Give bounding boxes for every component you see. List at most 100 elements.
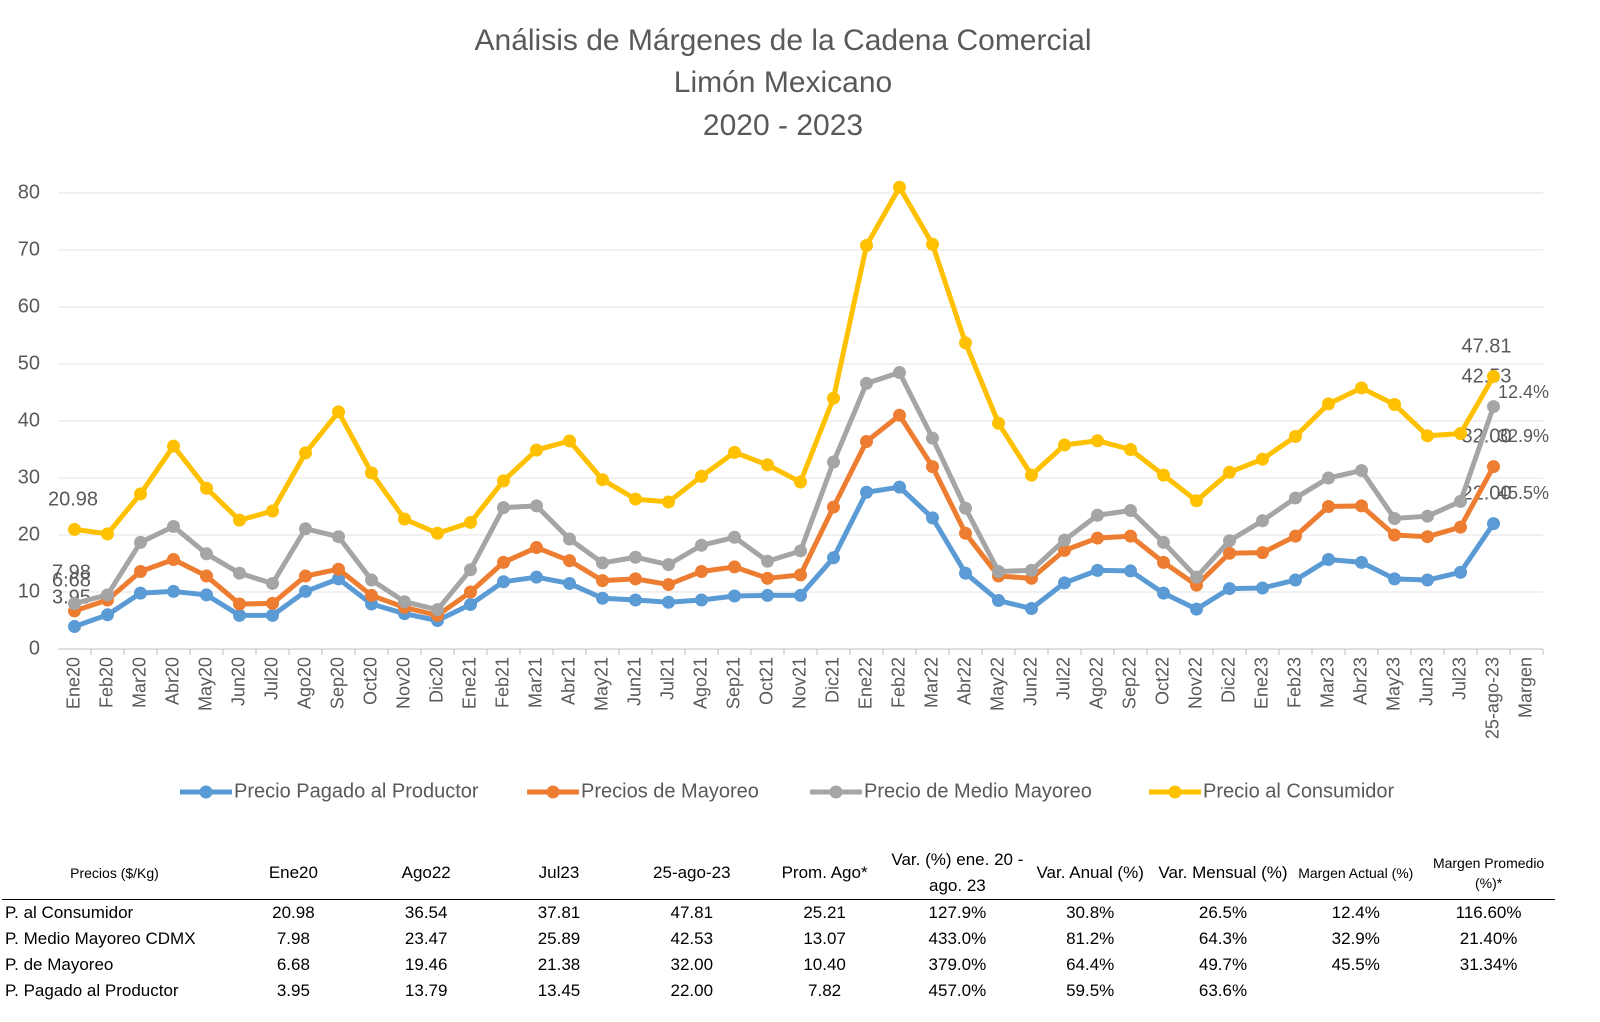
table-cell: P. al Consumidor: [5, 903, 134, 922]
data-point: [596, 556, 609, 570]
data-point: [761, 458, 774, 472]
data-point: [827, 391, 840, 405]
table-header: Var. Mensual (%): [1156, 847, 1290, 900]
data-point: [1157, 468, 1170, 482]
data-point: [530, 499, 543, 513]
x-tick-label: Jul22: [1053, 657, 1073, 700]
data-point: [233, 608, 246, 622]
data-point: [1388, 511, 1401, 525]
x-tick-label: Feb23: [1284, 657, 1304, 708]
x-tick-label: Oct20: [360, 657, 380, 705]
data-label: 7.98: [52, 561, 91, 583]
table-cell: 30.8%: [1066, 903, 1115, 922]
data-point: [1190, 494, 1203, 508]
data-point: [200, 569, 213, 583]
data-point: [1388, 397, 1401, 411]
data-point: [68, 522, 81, 536]
chart-title: Limón Mexicano: [674, 66, 892, 99]
data-point: [1322, 500, 1335, 513]
x-tick-label: Abr21: [558, 657, 578, 705]
data-point: [497, 575, 510, 589]
data-point: [794, 475, 807, 489]
table-header: Ago22: [359, 847, 493, 900]
data-point: [68, 619, 81, 633]
data-point: [860, 485, 873, 499]
data-point: [1058, 533, 1071, 547]
data-point: [992, 416, 1005, 430]
data-point: [1124, 503, 1137, 517]
data-point: [860, 435, 873, 449]
x-tick-label: Ene21: [459, 657, 479, 709]
data-point: [563, 576, 576, 590]
data-point: [233, 597, 246, 611]
data-point: [794, 568, 807, 582]
data-point: [563, 434, 576, 448]
x-tick-label: May21: [591, 657, 611, 711]
data-point: [497, 555, 510, 569]
table-cell: 59.5%: [1066, 981, 1115, 1000]
table-row: P. Medio Mayoreo CDMX 7.98 23.47 25.89 42.53…: [2, 926, 1555, 952]
table-cell: 49.7%: [1198, 955, 1248, 974]
data-point: [299, 584, 312, 598]
table-cell: 32.00: [670, 955, 714, 974]
data-point: [893, 366, 906, 380]
x-tick-label: Jul23: [1449, 657, 1469, 700]
table-cell: 12.4%: [1331, 903, 1380, 922]
data-point: [1355, 499, 1368, 513]
table-cell: 23.47: [404, 929, 448, 948]
data-point: [332, 572, 345, 586]
chart: Análisis de Márgenes de la Cadena Comerc…: [18, 24, 1549, 802]
table-cell: 64.3%: [1198, 929, 1248, 948]
table-cell: 21.38: [537, 955, 581, 974]
data-point: [893, 408, 906, 422]
table-cell: 3.95: [276, 981, 310, 1000]
margin-label: 45.5%: [1498, 483, 1549, 503]
data-point: [1157, 586, 1170, 600]
data-point: [1355, 381, 1368, 395]
table-cell: 36.54: [404, 903, 448, 922]
x-tick-label: Oct21: [756, 657, 776, 705]
x-tick-label: Ene23: [1251, 657, 1271, 709]
data-point: [860, 238, 873, 252]
table-header: Ene20: [227, 847, 360, 900]
x-tick-label: May20: [195, 657, 215, 711]
data-point: [134, 564, 147, 578]
data-point: [134, 586, 147, 600]
data-point: [728, 445, 741, 459]
data-point: [464, 515, 477, 529]
table-cell: 63.6%: [1198, 981, 1248, 1000]
data-point: [959, 336, 972, 350]
data-point: [1289, 429, 1302, 443]
x-tick-label: Jul21: [657, 657, 677, 700]
legend-swatch: [829, 785, 843, 799]
data-point: [1058, 438, 1071, 452]
x-tick-label: 25-ago-23: [1482, 657, 1502, 739]
table-cell: 433.0%: [928, 929, 987, 948]
data-point: [728, 530, 741, 544]
y-tick-label: 20: [18, 523, 40, 545]
data-point: [629, 593, 642, 607]
data-point: [1388, 572, 1401, 586]
data-point: [761, 554, 774, 568]
data-point: [167, 519, 180, 533]
data-point: [200, 481, 213, 495]
data-point: [662, 495, 675, 509]
data-point: [1025, 468, 1038, 482]
table-cell: P. Pagado al Productor: [5, 981, 179, 1000]
data-point: [959, 501, 972, 515]
table-cell: 7.98: [276, 929, 310, 948]
x-tick-label: Jun22: [1020, 657, 1040, 706]
data-point: [629, 492, 642, 506]
data-point: [959, 566, 972, 580]
data-point: [266, 596, 279, 610]
x-tick-label: Sep21: [723, 657, 743, 709]
data-point: [827, 551, 840, 565]
data-point: [1487, 460, 1500, 474]
data-point: [464, 598, 477, 612]
table-cell: 26.5%: [1198, 903, 1248, 922]
data-point: [101, 588, 114, 602]
table-cell: 13.79: [404, 981, 448, 1000]
table-cell: 25.21: [803, 903, 846, 922]
table-cell: 37.81: [537, 903, 581, 922]
